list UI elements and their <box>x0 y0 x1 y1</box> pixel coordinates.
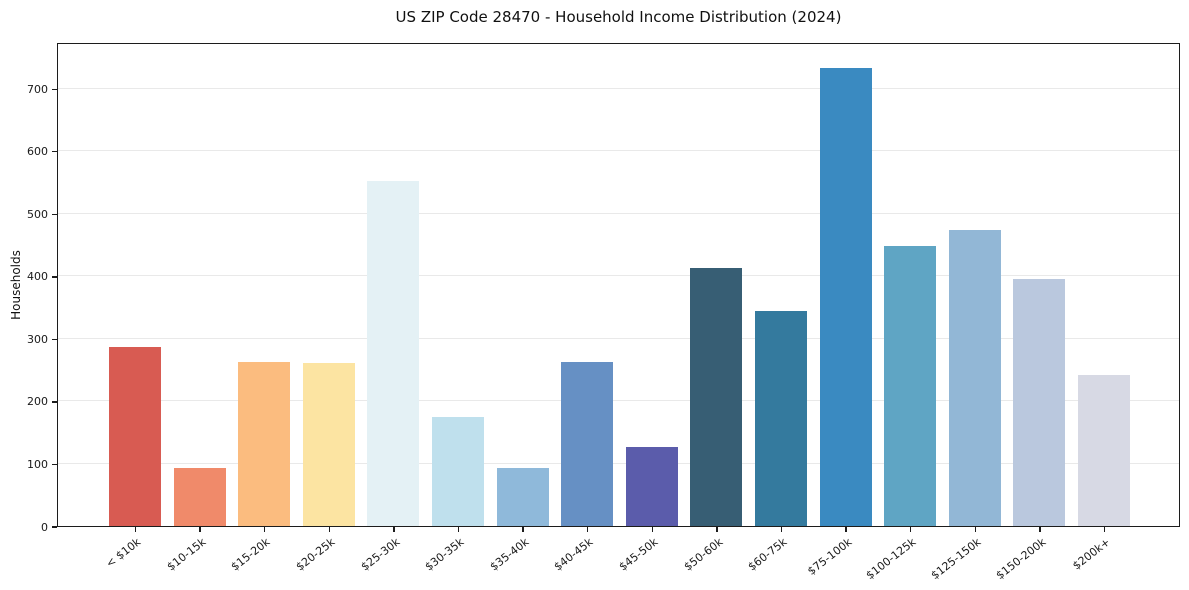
bar-$50-60k <box>690 267 743 526</box>
x-tick-mark-$35-40k <box>522 527 524 532</box>
x-tick-mark-$25-30k <box>393 527 395 532</box>
y-tick-mark-300 <box>52 338 57 341</box>
y-tick-mark-400 <box>52 276 57 278</box>
bar-$35-40k <box>496 467 549 526</box>
bar-$75-100k <box>819 67 872 526</box>
x-tick-mark-$45-50k <box>651 527 653 532</box>
bar-$15-20k <box>238 362 291 526</box>
y-tick-label-0: 0 <box>41 520 48 534</box>
x-tick-mark-$150-200k <box>1039 527 1041 532</box>
x-tick-label-text: $60-75k <box>745 535 790 574</box>
bar-$150-200k <box>1013 279 1066 526</box>
x-tick-mark-$20-25k <box>328 527 330 532</box>
bar-< $10k <box>109 347 161 526</box>
x-tick-label-text: $150-200k <box>993 535 1048 583</box>
bar-$30-35k <box>432 416 484 526</box>
x-tick-label-text: $75-100k <box>804 535 855 578</box>
x-tick-label-text: $20-25k <box>293 535 338 574</box>
bar-$25-30k <box>367 181 420 526</box>
x-tick-mark-$75-100k <box>845 527 847 532</box>
x-tick-label-text: $15-20k <box>228 535 273 574</box>
bar-$125-150k <box>948 230 1001 526</box>
bar-$100-125k <box>884 246 937 526</box>
x-tick-label-text: $10-15k <box>164 535 209 574</box>
y-tick-mark-500 <box>52 213 57 216</box>
bar-$45-50k <box>625 446 678 526</box>
x-tick-label-text: $45-50k <box>616 535 661 574</box>
y-tick-label-500: 500 <box>27 207 48 221</box>
x-tick-label-text: $200k+ <box>1070 535 1113 573</box>
x-tick-mark-$100-125k <box>910 527 912 532</box>
y-tick-label-100: 100 <box>27 457 48 471</box>
x-tick-mark-$50-60k <box>716 527 718 532</box>
bar-$40-45k <box>561 362 614 526</box>
x-tick-mark-$30-35k <box>457 527 460 532</box>
x-tick-mark-< $10k <box>134 527 137 532</box>
y-tick-label-400: 400 <box>27 270 48 284</box>
gridline-y-700 <box>58 87 1179 89</box>
x-tick-mark-$10-15k <box>199 527 201 532</box>
x-tick-label-text: < $10k <box>103 535 144 571</box>
y-tick-label-600: 600 <box>27 145 48 159</box>
y-tick-mark-700 <box>52 88 57 90</box>
x-tick-label-text: $40-45k <box>551 535 596 574</box>
x-tick-label-text: $30-35k <box>422 535 467 574</box>
y-tick-label-700: 700 <box>27 82 48 96</box>
bar-$10-15k <box>173 467 226 526</box>
bar-$200k+ <box>1078 375 1130 526</box>
x-tick-mark-$15-20k <box>264 527 266 532</box>
y-tick-mark-200 <box>52 401 57 403</box>
y-tick-mark-600 <box>52 151 57 153</box>
x-tick-label-text: $100-125k <box>863 535 919 583</box>
x-tick-mark-$125-150k <box>974 527 976 532</box>
bar-$20-25k <box>302 363 355 526</box>
x-tick-label-text: $125-150k <box>928 535 984 583</box>
gridline-y-300 <box>58 337 1179 339</box>
plot-area <box>57 43 1180 527</box>
x-tick-mark-$60-75k <box>780 527 783 532</box>
x-tick-mark-$40-45k <box>587 527 589 532</box>
x-tick-mark-$200k+ <box>1103 527 1106 532</box>
y-tick-label-200: 200 <box>27 395 48 409</box>
y-tick-label-300: 300 <box>27 332 48 346</box>
gridline-y-400 <box>58 275 1179 277</box>
y-axis-label-text: Households <box>9 250 23 320</box>
x-tick-label-text: $35-40k <box>487 535 532 574</box>
gridline-y-600 <box>58 150 1179 152</box>
gridline-y-200 <box>58 400 1179 402</box>
x-tick-label-text: $50-60k <box>681 535 725 574</box>
gridline-y-100 <box>58 462 1179 464</box>
gridline-y-500 <box>58 212 1179 214</box>
x-tick-label-text: $25-30k <box>358 535 402 574</box>
chart-title: US ZIP Code 28470 - Household Income Dis… <box>395 8 842 26</box>
y-tick-mark-100 <box>52 463 57 466</box>
bar-$60-75k <box>755 310 807 526</box>
y-tick-mark-0 <box>52 526 57 528</box>
